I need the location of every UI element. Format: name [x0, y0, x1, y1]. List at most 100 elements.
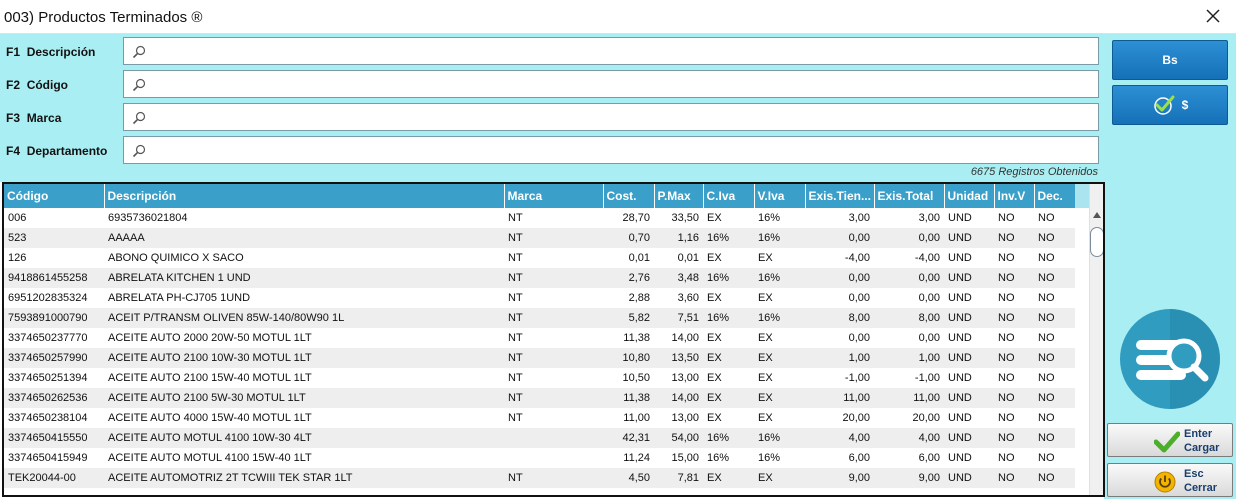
table-row[interactable]: 3374650251394 ACEITE AUTO 2100 15W-40 MOT… — [4, 368, 1075, 388]
cell-viva: EX — [758, 372, 773, 384]
descripcion-input[interactable] — [150, 41, 1090, 61]
cell-dec: NO — [1034, 388, 1075, 408]
cell-viva: 16% — [754, 268, 805, 288]
column-header-descripcion[interactable]: Descripción — [104, 184, 505, 208]
cell-civa: 16% — [707, 452, 730, 464]
departamento-input[interactable] — [150, 140, 1090, 160]
cell-unidad: UND — [948, 292, 972, 304]
enter-cargar-button[interactable]: Enter Cargar — [1107, 423, 1233, 457]
cell-civa: EX — [707, 292, 722, 304]
cell-marca: NT — [504, 268, 603, 288]
table-row[interactable]: 006 6935736021804 NT 28,70 33,50 EX 16% 3,00 3,0… — [4, 208, 1075, 228]
column-header-civa[interactable]: C.Iva — [703, 184, 755, 208]
table-row[interactable]: 3374650237770 ACEITE AUTO 2000 20W-50 MOT… — [4, 328, 1075, 348]
cell-exis-tienda: 0,00 — [805, 268, 874, 288]
cell-exis-total: 1,00 — [874, 348, 944, 368]
cell-pmax: 14,00 — [671, 332, 699, 344]
column-header-pmax[interactable]: P.Max — [654, 184, 704, 208]
cell-unidad: UND — [948, 212, 972, 224]
cell-descripcion: ACEITE AUTO 4000 15W-40 MOTUL 1LT — [108, 412, 312, 424]
cell-viva: 16% — [754, 228, 805, 248]
cell-pmax: 0,01 — [677, 252, 699, 264]
cell-marca: NT — [508, 372, 523, 384]
marca-input[interactable] — [150, 107, 1090, 127]
power-icon — [1154, 471, 1176, 493]
column-header-marca[interactable]: Marca — [504, 184, 604, 208]
cell-exis-total: 0,00 — [918, 332, 940, 344]
cell-exis-tienda: 8,00 — [805, 308, 874, 328]
database-search-icon[interactable] — [1119, 308, 1221, 410]
cell-unidad: UND — [948, 332, 972, 344]
cell-inv-v: NO — [998, 212, 1015, 224]
cell-viva: 16% — [754, 428, 805, 448]
descripcion-search-field[interactable] — [123, 37, 1099, 65]
cell-codigo: 3374650238104 — [8, 412, 88, 424]
cell-unidad: UND — [944, 268, 994, 288]
vertical-scrollbar[interactable] — [1089, 184, 1103, 495]
marca-search-field[interactable] — [123, 103, 1099, 131]
cell-dec: NO — [1038, 412, 1055, 424]
cell-unidad: UND — [948, 452, 972, 464]
table-row[interactable]: 3374650238104 ACEITE AUTO 4000 15W-40 MOT… — [4, 408, 1075, 428]
cell-pmax: 15,00 — [671, 452, 699, 464]
cell-viva: 16% — [758, 212, 781, 224]
cell-pmax: 13,50 — [654, 348, 703, 368]
codigo-input[interactable] — [150, 74, 1090, 94]
column-header-cost[interactable]: Cost. — [603, 184, 655, 208]
cell-descripcion: ACEITE AUTO 2000 20W-50 MOTUL 1LT — [108, 332, 312, 344]
cell-cost: 11,00 — [623, 412, 650, 424]
cell-viva: EX — [758, 332, 773, 344]
cell-exis-total: 8,00 — [874, 308, 944, 328]
table-row[interactable]: 7593891000790 ACEIT P/TRANSM OLIVEN 85W-1… — [4, 308, 1075, 328]
cell-dec: NO — [1034, 268, 1075, 288]
cell-civa: 16% — [703, 428, 754, 448]
scroll-thumb[interactable] — [1090, 227, 1103, 257]
cell-exis-tienda: -1,00 — [844, 372, 870, 384]
table-row[interactable]: 3374650415949 ACEITE AUTO MOTUL 4100 15W-… — [4, 448, 1075, 468]
usd-currency-button[interactable]: $ — [1112, 85, 1228, 125]
cell-dec: NO — [1038, 292, 1055, 304]
column-header-exis-total[interactable]: Exis.Total — [874, 184, 945, 208]
products-table: Código Descripción Marca Cost. P.Max C.Iva V.I… — [4, 184, 1076, 488]
esc-cerrar-button[interactable]: Esc Cerrar — [1107, 463, 1233, 497]
cell-codigo: 6951202835324 — [8, 292, 88, 304]
cell-codigo: 3374650415949 — [8, 452, 88, 464]
column-header-viva[interactable]: V.Iva — [754, 184, 806, 208]
departamento-search-field[interactable] — [123, 136, 1099, 164]
cell-exis-tienda: -4,00 — [844, 252, 870, 264]
cell-descripcion: 6935736021804 — [108, 212, 188, 224]
table-row[interactable]: 3374650262536 ACEITE AUTO 2100 5W-30 MOTU… — [4, 388, 1075, 408]
cell-cost: 11,38 — [623, 332, 650, 344]
table-row[interactable]: 523 AAAAA NT 0,70 1,16 16% 16% 0,00 0,00 UND NO NO — [4, 228, 1075, 248]
table-row[interactable]: TEK20044-00 ACEITE AUTOMOTRIZ 2T TCWIII T… — [4, 468, 1075, 488]
cell-unidad: UND — [944, 388, 994, 408]
close-icon[interactable] — [1202, 5, 1224, 27]
cell-cost: 11,38 — [603, 388, 654, 408]
table-row[interactable]: 9418861455258 ABRELATA KITCHEN 1 UND NT 2,7… — [4, 268, 1075, 288]
cell-cost: 4,50 — [603, 468, 654, 488]
codigo-search-field[interactable] — [123, 70, 1099, 98]
cell-marca: NT — [504, 388, 603, 408]
window-title: 003) Productos Terminados ® — [4, 9, 203, 26]
table-row[interactable]: 3374650415550 ACEITE AUTO MOTUL 4100 10W-… — [4, 428, 1075, 448]
table-row[interactable]: 3374650257990 ACEITE AUTO 2100 10W-30 MOT… — [4, 348, 1075, 368]
cell-cost: 5,82 — [603, 308, 654, 328]
column-header-codigo[interactable]: Código — [4, 184, 105, 208]
column-header-unidad[interactable]: Unidad — [944, 184, 995, 208]
cell-viva: EX — [754, 388, 805, 408]
cell-inv-v: NO — [994, 308, 1034, 328]
column-header-exis-tienda[interactable]: Exis.Tien... — [805, 184, 875, 208]
cell-inv-v: NO — [994, 388, 1034, 408]
table-row[interactable]: 126 ABONO QUIMICO X SACO NT 0,01 0,01 EX EX -4,… — [4, 248, 1075, 268]
cell-codigo: 7593891000790 — [4, 308, 104, 328]
bs-currency-button[interactable]: Bs — [1112, 40, 1228, 80]
cell-cost: 10,50 — [622, 372, 650, 384]
column-header-dec[interactable]: Dec. — [1034, 184, 1076, 208]
scroll-up-icon[interactable] — [1093, 212, 1101, 218]
cell-inv-v: NO — [994, 348, 1034, 368]
cell-exis-tienda: 0,00 — [848, 332, 870, 344]
cell-exis-tienda: 3,00 — [848, 212, 870, 224]
column-header-inv-v[interactable]: Inv.V — [994, 184, 1035, 208]
table-row[interactable]: 6951202835324 ABRELATA PH-CJ705 1UND NT 2,8… — [4, 288, 1075, 308]
search-icon — [132, 111, 146, 125]
